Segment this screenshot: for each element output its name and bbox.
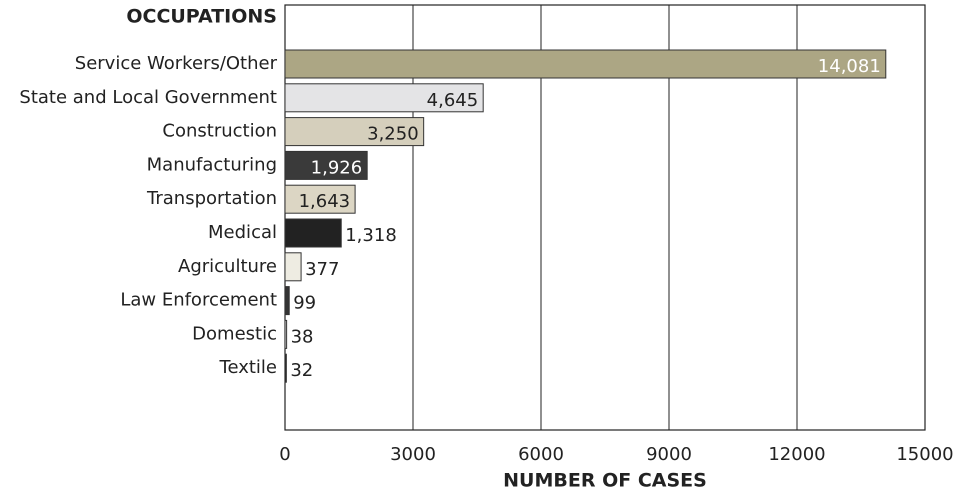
x-tick-label: 0 [279,444,290,465]
bar [284,83,484,113]
plot-frame [284,4,926,431]
y-tick-label: Medical [208,222,277,243]
y-tick-label: Transportation [146,188,277,209]
y-tick-label: Manufacturing [147,154,277,175]
x-tick-label: 6000 [518,444,564,465]
value-label: 1,318 [345,225,397,246]
bar [284,252,302,282]
y-tick-label: Construction [162,121,277,142]
bar [284,353,287,383]
value-label: 14,081 [818,56,881,77]
chart-title: OCCUPATIONS [126,6,277,28]
x-tick-label: 15000 [896,444,953,465]
bar [284,49,887,79]
value-label: 377 [305,259,339,280]
bar [284,117,425,147]
value-label: 1,643 [299,191,351,212]
x-axis-label: NUMBER OF CASES [503,470,707,492]
y-tick-label: Textile [219,357,277,378]
value-label: 32 [290,360,313,381]
bar [284,184,356,214]
value-label: 99 [293,293,316,314]
value-label: 4,645 [427,90,479,111]
bar [284,218,342,248]
x-tick-label: 3000 [390,444,436,465]
y-tick-label: Agriculture [178,256,277,277]
y-tick-label: State and Local Government [19,87,277,108]
x-tick-label: 9000 [646,444,692,465]
y-tick-label: Law Enforcement [120,290,277,311]
y-tick-label: Service Workers/Other [75,53,278,74]
value-label: 38 [291,326,314,347]
bar [284,150,368,180]
value-label: 1,926 [311,157,363,178]
value-label: 3,250 [367,124,419,145]
bar [284,319,288,349]
bar [284,286,290,316]
y-tick-label: Domestic [192,323,277,344]
x-tick-label: 12000 [768,444,825,465]
